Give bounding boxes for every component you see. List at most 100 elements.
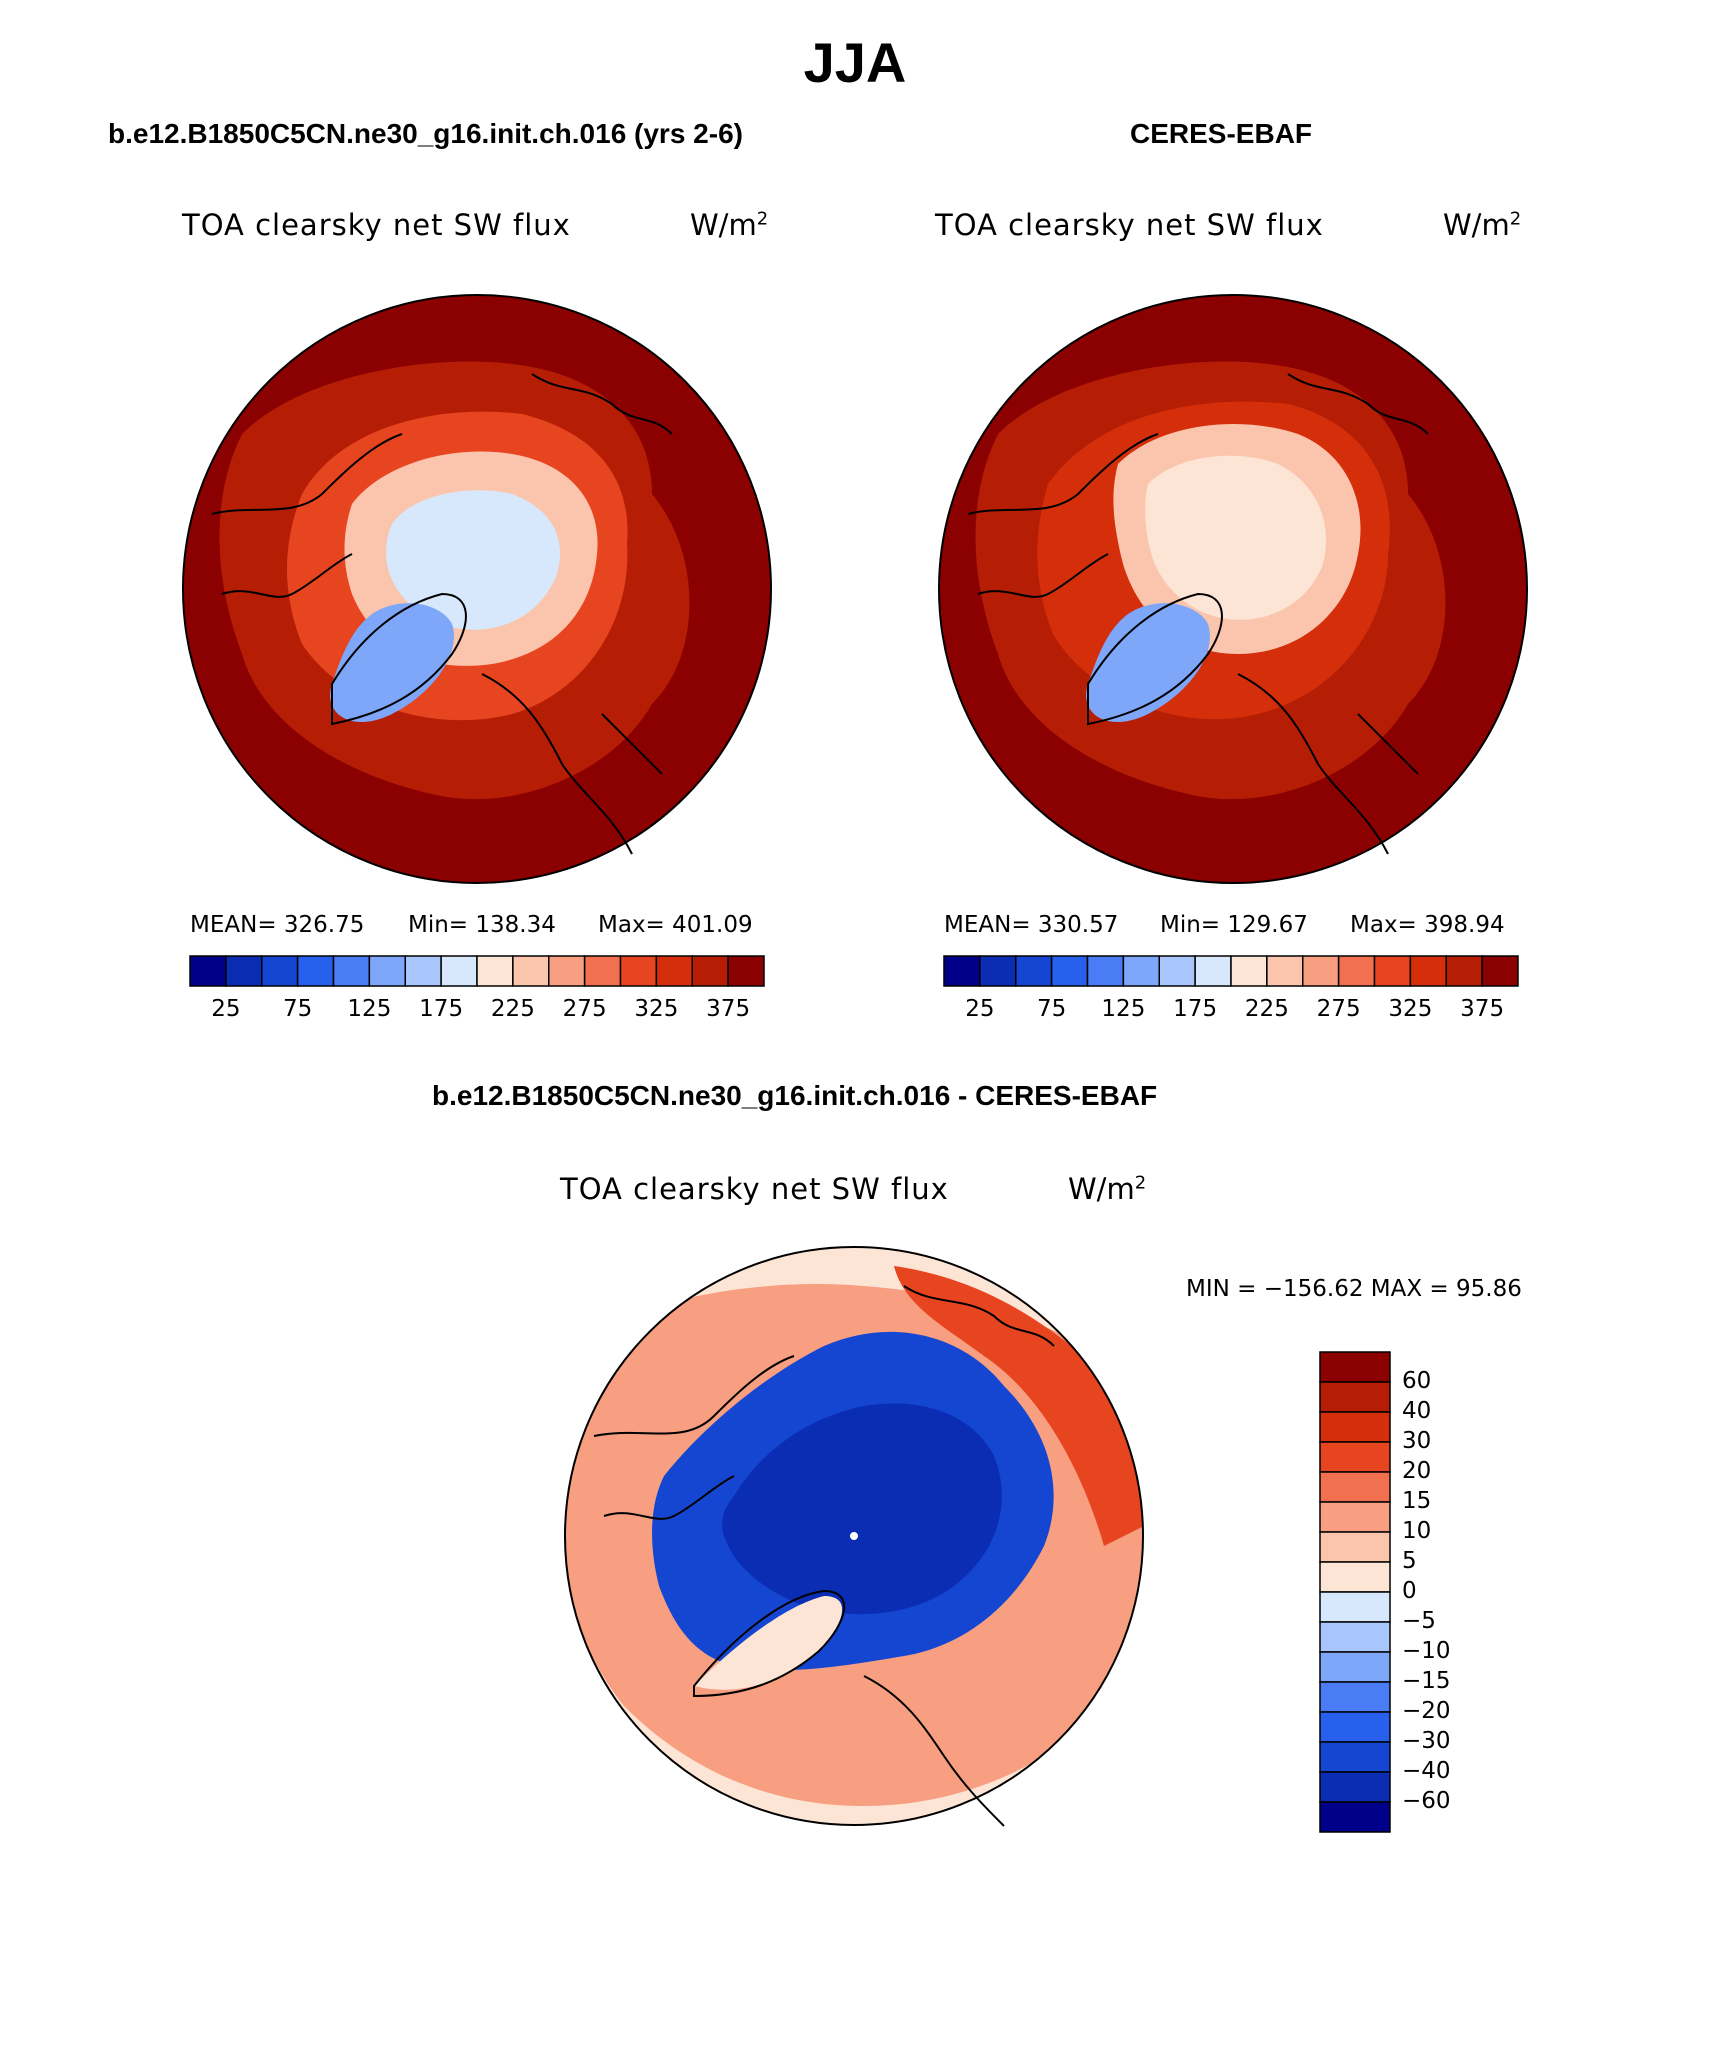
obs-ice-field	[1145, 455, 1326, 620]
model-units: W/m2	[690, 208, 769, 242]
obs-colorbar	[943, 955, 1519, 987]
obs-colorbar-tick: 175	[1173, 996, 1218, 1022]
model-colorbar-swatch	[655, 955, 693, 987]
obs-colorbar-swatch	[1266, 955, 1304, 987]
diff-colorbar-swatch	[1319, 1441, 1391, 1473]
diff-map-border	[564, 1246, 1144, 1826]
model-colorbar-swatch	[368, 955, 406, 987]
diff-coastlines	[593, 1285, 1055, 1827]
diff-colorbar-tick: −20	[1402, 1698, 1451, 1724]
diff-colorbar-tick: −30	[1402, 1728, 1451, 1754]
diff-units: W/m2	[1068, 1172, 1147, 1206]
diff-colorbar-tick: −60	[1402, 1788, 1451, 1814]
obs-colorbar-swatch	[1409, 955, 1447, 987]
model-polar-map	[182, 294, 772, 884]
diff-colorbar-swatch	[1319, 1531, 1391, 1563]
model-colorbar-swatch	[404, 955, 442, 987]
model-min: Min= 138.34	[408, 912, 556, 938]
diff-colorbar-swatch	[1319, 1411, 1391, 1443]
diff-colorbar-tick: 5	[1402, 1548, 1417, 1574]
obs-colorbar-tick: 275	[1316, 996, 1361, 1022]
obs-colorbar-swatch	[1373, 955, 1412, 987]
model-colorbar-swatch	[296, 955, 335, 987]
diff-inner-field	[894, 1266, 1143, 1546]
diff-colorbar-ticks: 60 40 30 20 15 10 5 0 −5 −10 −15 −20 −30 −40 −60	[1402, 1352, 1482, 1832]
model-ice-field	[386, 490, 560, 630]
model-mean: MEAN= 326.75	[190, 912, 365, 938]
obs-colorbar-swatch	[1086, 955, 1125, 987]
obs-case-title: CERES-EBAF	[1130, 118, 1313, 149]
obs-colorbar-tick: 225	[1244, 996, 1289, 1022]
model-map-border	[182, 294, 772, 884]
diff-plot-title: TOA clearsky net SW flux	[560, 1172, 949, 1206]
obs-plot-title: TOA clearsky net SW flux	[935, 208, 1324, 242]
diff-colorbar-tick: 20	[1402, 1458, 1432, 1484]
model-colorbar-swatch	[261, 955, 299, 987]
diff-colorbar-swatch	[1319, 1621, 1391, 1653]
obs-colorbar-tick: 325	[1388, 996, 1433, 1022]
obs-colorbar-tick: 25	[965, 996, 995, 1022]
diff-colorbar-swatch	[1319, 1351, 1391, 1383]
diff-colorbar-tick: −10	[1402, 1638, 1451, 1664]
model-colorbar-swatch	[189, 955, 227, 987]
obs-colorbar-ticks: 25 75 125 175 225 275 325 375	[944, 996, 1518, 1026]
obs-units: W/m2	[1443, 208, 1522, 242]
diff-colorbar-tick: 0	[1402, 1578, 1417, 1604]
model-colorbar-swatch	[583, 955, 622, 987]
obs-colorbar-tick: 375	[1460, 996, 1505, 1022]
diff-colorbar-tick: −5	[1402, 1608, 1436, 1634]
model-colorbar-tick: 75	[282, 996, 313, 1022]
obs-colorbar-swatch	[1158, 955, 1196, 987]
model-colorbar-tick: 175	[419, 996, 464, 1022]
model-colorbar-tick: 275	[562, 996, 607, 1022]
diff-colorbar-tick: −40	[1402, 1758, 1451, 1784]
model-colorbar-swatch	[225, 955, 263, 987]
obs-max: Max= 398.94	[1350, 912, 1505, 938]
model-case-title: b.e12.B1850C5CN.ne30_g16.init.ch.016 (yr…	[108, 118, 743, 149]
diff-colorbar-swatch	[1319, 1681, 1391, 1713]
obs-colorbar-swatch	[943, 955, 981, 987]
obs-colorbar-swatch	[1302, 955, 1340, 987]
diff-colorbar-swatch	[1319, 1651, 1391, 1683]
diff-polar-map	[564, 1246, 1144, 1827]
model-colorbar-swatch	[619, 955, 658, 987]
diff-colorbar-tick: 60	[1402, 1368, 1432, 1394]
diff-colorbar-swatch	[1319, 1381, 1391, 1413]
diff-greenland-field	[694, 1596, 843, 1690]
obs-min: Min= 129.67	[1160, 912, 1308, 938]
model-colorbar-swatch	[476, 955, 514, 987]
obs-colorbar-swatch	[1337, 955, 1376, 987]
model-colorbar-tick: 375	[706, 996, 751, 1022]
model-colorbar-tick: 325	[634, 996, 679, 1022]
obs-mean: MEAN= 330.57	[944, 912, 1119, 938]
model-coastlines	[211, 373, 673, 855]
diff-colorbar-swatch	[1319, 1591, 1391, 1623]
diff-colorbar-swatch	[1319, 1561, 1391, 1593]
obs-colorbar-tick: 75	[1036, 996, 1067, 1022]
model-colorbar-swatch	[727, 955, 765, 987]
diff-deep-field	[722, 1403, 1002, 1615]
obs-map-border	[938, 294, 1528, 884]
model-colorbar-swatch	[691, 955, 729, 987]
obs-colorbar-swatch	[1050, 955, 1089, 987]
obs-greenland-field	[1086, 603, 1210, 723]
model-greenland-field	[330, 603, 454, 723]
obs-polar-map	[938, 294, 1528, 884]
model-colorbar-tick: 25	[211, 996, 241, 1022]
model-colorbar-swatch	[548, 955, 586, 987]
obs-colorbar-swatch	[1445, 955, 1483, 987]
model-colorbar-swatch	[512, 955, 550, 987]
obs-colorbar-swatch	[1122, 955, 1160, 987]
diff-colorbar-swatch	[1319, 1801, 1391, 1833]
diff-colorbar-swatch	[1319, 1741, 1391, 1773]
diff-case-title: b.e12.B1850C5CN.ne30_g16.init.ch.016 - C…	[432, 1080, 1158, 1111]
model-plot-title: TOA clearsky net SW flux	[182, 208, 571, 242]
model-max: Max= 401.09	[598, 912, 753, 938]
obs-colorbar-swatch	[1481, 955, 1519, 987]
obs-colorbar-swatch	[979, 955, 1017, 987]
obs-colorbar-swatch	[1194, 955, 1232, 987]
diff-colorbar-swatch	[1319, 1771, 1391, 1803]
model-colorbar-tick: 125	[347, 996, 392, 1022]
model-colorbar-ticks: 25 75 125 175 225 275 325 375	[190, 996, 764, 1026]
diff-colorbar-tick: −15	[1402, 1668, 1451, 1694]
